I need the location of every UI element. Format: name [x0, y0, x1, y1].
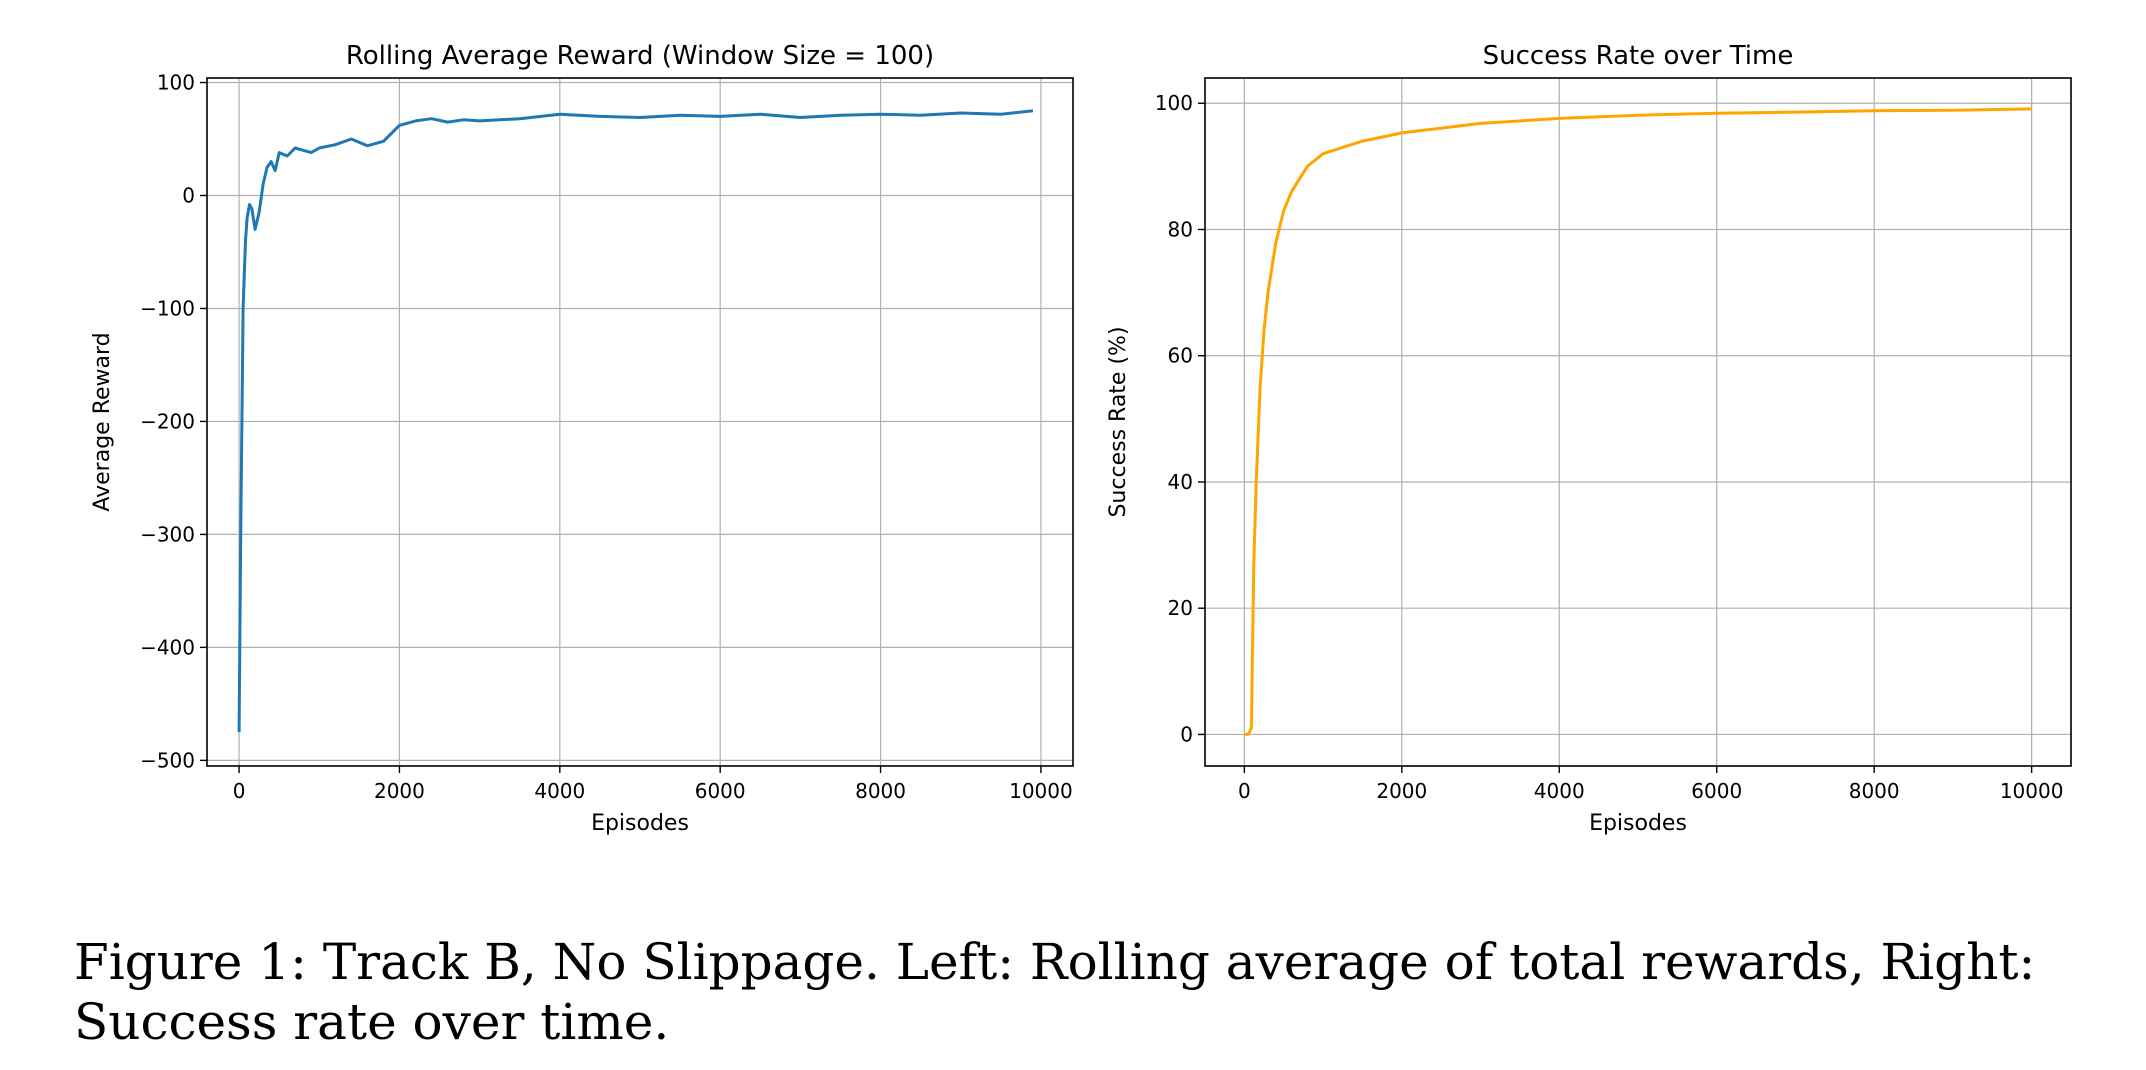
- x-tick-label: 10000: [2000, 779, 2064, 803]
- y-tick-label: −500: [140, 748, 195, 772]
- figure-caption: Figure 1: Track B, No Slippage. Left: Ro…: [74, 933, 2036, 1051]
- x-tick-label: 2000: [1376, 779, 1427, 803]
- y-tick-label: 80: [1168, 217, 1193, 241]
- figure: 0 2000 4000 6000 8000 10000−500−400−300−200−1…: [90, 41, 2072, 836]
- x-tick-label: 6000: [1691, 779, 1742, 803]
- y-tick-label: 40: [1168, 470, 1193, 494]
- y-tick-label: −300: [140, 522, 195, 546]
- x-tick-label: 4000: [534, 779, 585, 803]
- x-tick-label: 8000: [855, 779, 906, 803]
- x-axis-label: Episodes: [591, 811, 689, 836]
- x-tick-label: 6000: [695, 779, 746, 803]
- y-tick-label: −400: [140, 635, 195, 659]
- x-tick-label: 0: [233, 779, 246, 803]
- chart-title: Rolling Average Reward (Window Size = 10…: [346, 41, 934, 71]
- chart-title: Success Rate over Time: [1483, 41, 1794, 71]
- y-axis-label: Average Reward: [90, 332, 115, 511]
- chart-1: 0 2000 4000 6000 8000 10000 −500 −400 −300 −200 −1…: [90, 41, 1074, 836]
- y-tick-label: −100: [140, 296, 195, 320]
- plot-frame: [1204, 77, 2072, 767]
- y-tick-label: 0: [182, 183, 195, 207]
- x-tick-label: 0: [1238, 779, 1251, 803]
- x-tick-label: 10000: [1009, 779, 1073, 803]
- series-line-1: [237, 109, 1034, 733]
- x-tick-label: 8000: [1849, 779, 1900, 803]
- series-line-1: [1244, 107, 2032, 736]
- y-tick-label: −200: [140, 409, 195, 433]
- y-tick-label: 60: [1168, 344, 1193, 368]
- x-tick-label: 4000: [1534, 779, 1585, 803]
- y-tick-label: 0: [1180, 722, 1193, 746]
- x-axis-label: Episodes: [1589, 811, 1687, 836]
- y-axis-label: Success Rate (%): [1106, 326, 1131, 517]
- chart-2: 0 2000 4000 6000 8000 10000 0 20 40 60 80 100 Succes…: [1106, 41, 2072, 836]
- y-tick-label: 100: [1155, 91, 1193, 115]
- y-tick-label: 20: [1168, 596, 1193, 620]
- x-tick-label: 2000: [374, 779, 425, 803]
- y-tick-label: 100: [157, 71, 195, 95]
